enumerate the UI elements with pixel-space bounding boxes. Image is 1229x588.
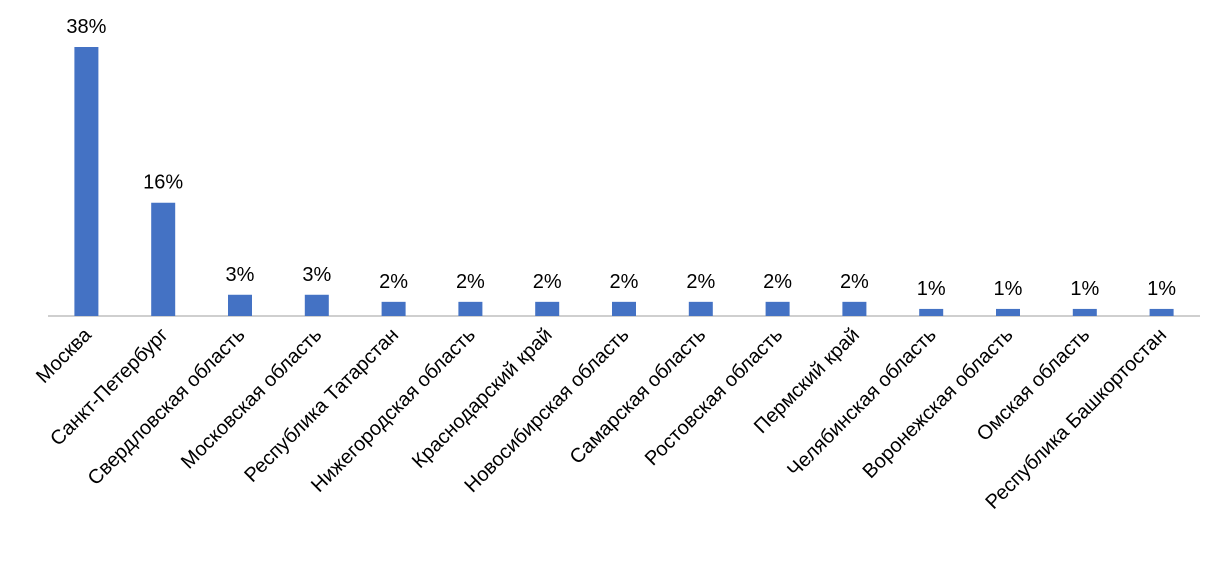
value-label: 2% — [763, 271, 792, 293]
value-label: 2% — [686, 271, 715, 293]
value-label: 1% — [994, 278, 1023, 300]
bar — [151, 202, 176, 316]
value-label: 16% — [143, 172, 183, 194]
bar — [612, 301, 636, 316]
value-label: 3% — [302, 264, 331, 286]
x-tick-label: Воронежская область — [859, 324, 1018, 483]
value-label: 1% — [1147, 278, 1176, 300]
value-label: 2% — [533, 271, 562, 293]
value-label: 2% — [456, 271, 485, 293]
value-label: 38% — [66, 16, 106, 38]
x-tick-label: Ростовская область — [641, 324, 787, 470]
value-label: 2% — [840, 271, 869, 293]
bar — [765, 301, 790, 316]
bar — [304, 294, 329, 316]
x-tick-label: Свердловская область — [84, 324, 250, 490]
bar — [1149, 308, 1174, 316]
bar — [74, 47, 99, 316]
value-label: 3% — [226, 264, 255, 286]
value-label: 1% — [917, 278, 946, 300]
bar — [381, 301, 406, 316]
bar — [458, 301, 483, 316]
bar — [228, 294, 252, 316]
x-tick-label: Москва — [32, 323, 96, 387]
value-label: 2% — [379, 271, 408, 293]
x-tick-label: Республика Татарстан — [240, 324, 403, 487]
bar — [535, 301, 560, 316]
x-tick-label: Челябинская область — [783, 324, 940, 481]
x-tick-label: Краснодарский край — [408, 324, 557, 473]
x-tick-label: Самарская область — [566, 324, 711, 469]
bar — [688, 301, 713, 316]
bar — [996, 308, 1020, 316]
bar — [842, 301, 867, 316]
bar — [1072, 308, 1097, 316]
bar — [919, 308, 944, 316]
value-label: 2% — [610, 271, 639, 293]
x-tick-label: Московская область — [177, 324, 326, 473]
value-label: 1% — [1070, 278, 1099, 300]
